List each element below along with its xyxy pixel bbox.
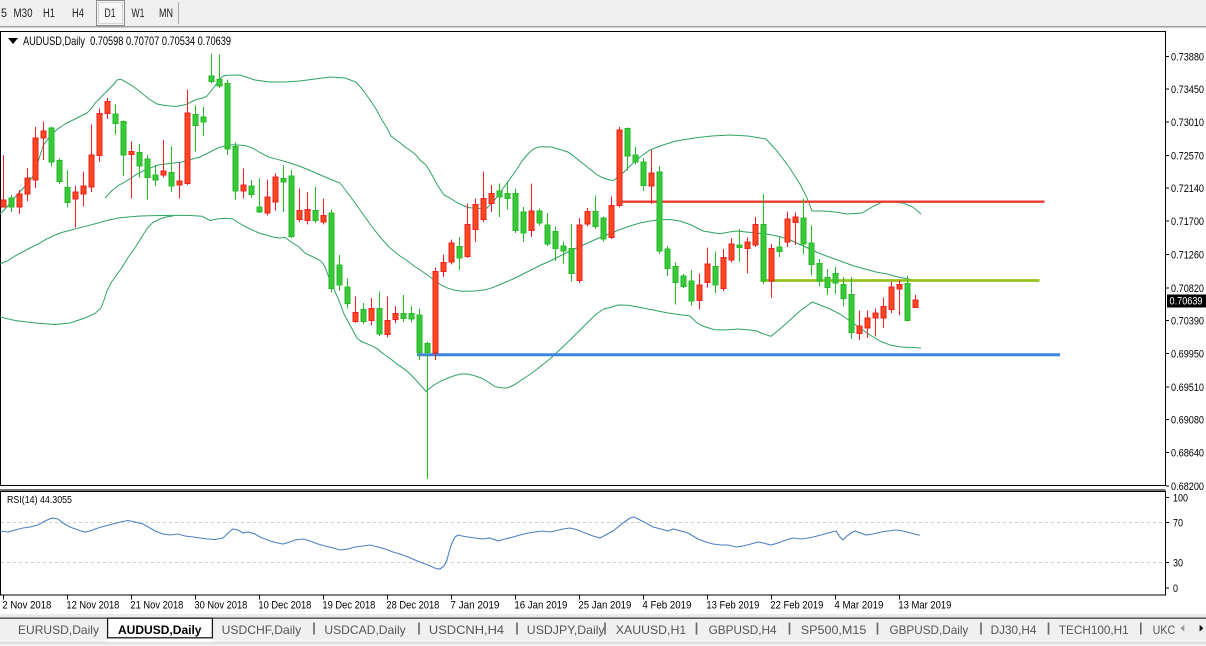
svg-text:16 Jan 2019: 16 Jan 2019: [514, 600, 567, 612]
svg-text:4 Feb 2019: 4 Feb 2019: [642, 600, 691, 612]
svg-text:12 Nov 2018: 12 Nov 2018: [66, 600, 119, 612]
svg-text:0.68200: 0.68200: [1171, 481, 1204, 493]
svg-text:0.70390: 0.70390: [1171, 315, 1204, 327]
svg-text:USDCNH,H4: USDCNH,H4: [429, 623, 505, 637]
svg-text:21 Nov 2018: 21 Nov 2018: [130, 600, 183, 612]
svg-text:RSI(14) 44.3055: RSI(14) 44.3055: [7, 494, 72, 506]
svg-text:UKC: UKC: [1153, 623, 1176, 637]
svg-text:25 Jan 2019: 25 Jan 2019: [578, 600, 631, 612]
svg-text:0.73450: 0.73450: [1171, 84, 1204, 96]
svg-text:0.73880: 0.73880: [1171, 51, 1204, 63]
svg-text:2 Nov 2018: 2 Nov 2018: [2, 600, 51, 612]
svg-text:70: 70: [1173, 518, 1183, 530]
svg-text:4 Mar 2019: 4 Mar 2019: [834, 600, 883, 612]
svg-text:30: 30: [1173, 558, 1183, 570]
svg-text:0.73010: 0.73010: [1171, 117, 1204, 129]
svg-text:USDCHF,Daily: USDCHF,Daily: [222, 623, 302, 637]
svg-text:28 Dec 2018: 28 Dec 2018: [386, 600, 439, 612]
svg-text:0.72140: 0.72140: [1171, 183, 1204, 195]
svg-text:22 Feb 2019: 22 Feb 2019: [770, 600, 823, 612]
svg-text:0.70639: 0.70639: [1170, 296, 1203, 308]
svg-text:USDCAD,Daily: USDCAD,Daily: [324, 623, 405, 637]
svg-text:M30: M30: [14, 8, 33, 20]
svg-text:7 Jan 2019: 7 Jan 2019: [450, 600, 499, 612]
svg-text:H1: H1: [43, 8, 55, 20]
svg-text:30 Nov 2018: 30 Nov 2018: [194, 600, 247, 612]
svg-text:0.71700: 0.71700: [1171, 216, 1204, 228]
svg-text:5: 5: [1, 8, 7, 20]
svg-text:AUDUSD,Daily: AUDUSD,Daily: [118, 623, 202, 637]
svg-text:H4: H4: [72, 8, 84, 20]
svg-text:USDJPY,Daily: USDJPY,Daily: [527, 623, 605, 637]
svg-text:EURUSD,Daily: EURUSD,Daily: [18, 623, 99, 637]
svg-text:13 Feb 2019: 13 Feb 2019: [706, 600, 759, 612]
svg-text:AUDUSD,Daily 0.70598 0.70707: AUDUSD,Daily 0.70598 0.70707 0.70534 0.7…: [23, 34, 231, 48]
svg-text:XAUUSD,H1: XAUUSD,H1: [616, 623, 687, 637]
svg-text:0.69510: 0.69510: [1171, 382, 1204, 394]
svg-text:0.69080: 0.69080: [1171, 414, 1204, 426]
svg-text:SP500,M15: SP500,M15: [801, 623, 867, 637]
svg-text:13 Mar 2019: 13 Mar 2019: [898, 600, 951, 612]
svg-text:D1: D1: [105, 8, 116, 20]
svg-text:0.70820: 0.70820: [1171, 283, 1204, 295]
svg-text:W1: W1: [132, 8, 145, 20]
svg-text:0.72570: 0.72570: [1171, 150, 1204, 162]
svg-text:GBPUSD,H4: GBPUSD,H4: [709, 623, 777, 637]
svg-text:19 Dec 2018: 19 Dec 2018: [322, 600, 375, 612]
svg-text:0: 0: [1173, 583, 1178, 595]
svg-text:0.68640: 0.68640: [1171, 448, 1204, 460]
svg-text:100: 100: [1173, 493, 1188, 505]
svg-text:0.71260: 0.71260: [1171, 250, 1204, 262]
svg-text:MN: MN: [159, 8, 173, 20]
svg-text:10 Dec 2018: 10 Dec 2018: [258, 600, 311, 612]
svg-text:TECH100,H1: TECH100,H1: [1059, 623, 1129, 637]
svg-text:0.69950: 0.69950: [1171, 349, 1204, 361]
svg-text:GBPUSD,Daily: GBPUSD,Daily: [890, 623, 969, 637]
svg-text:DJ30,H4: DJ30,H4: [991, 623, 1037, 637]
